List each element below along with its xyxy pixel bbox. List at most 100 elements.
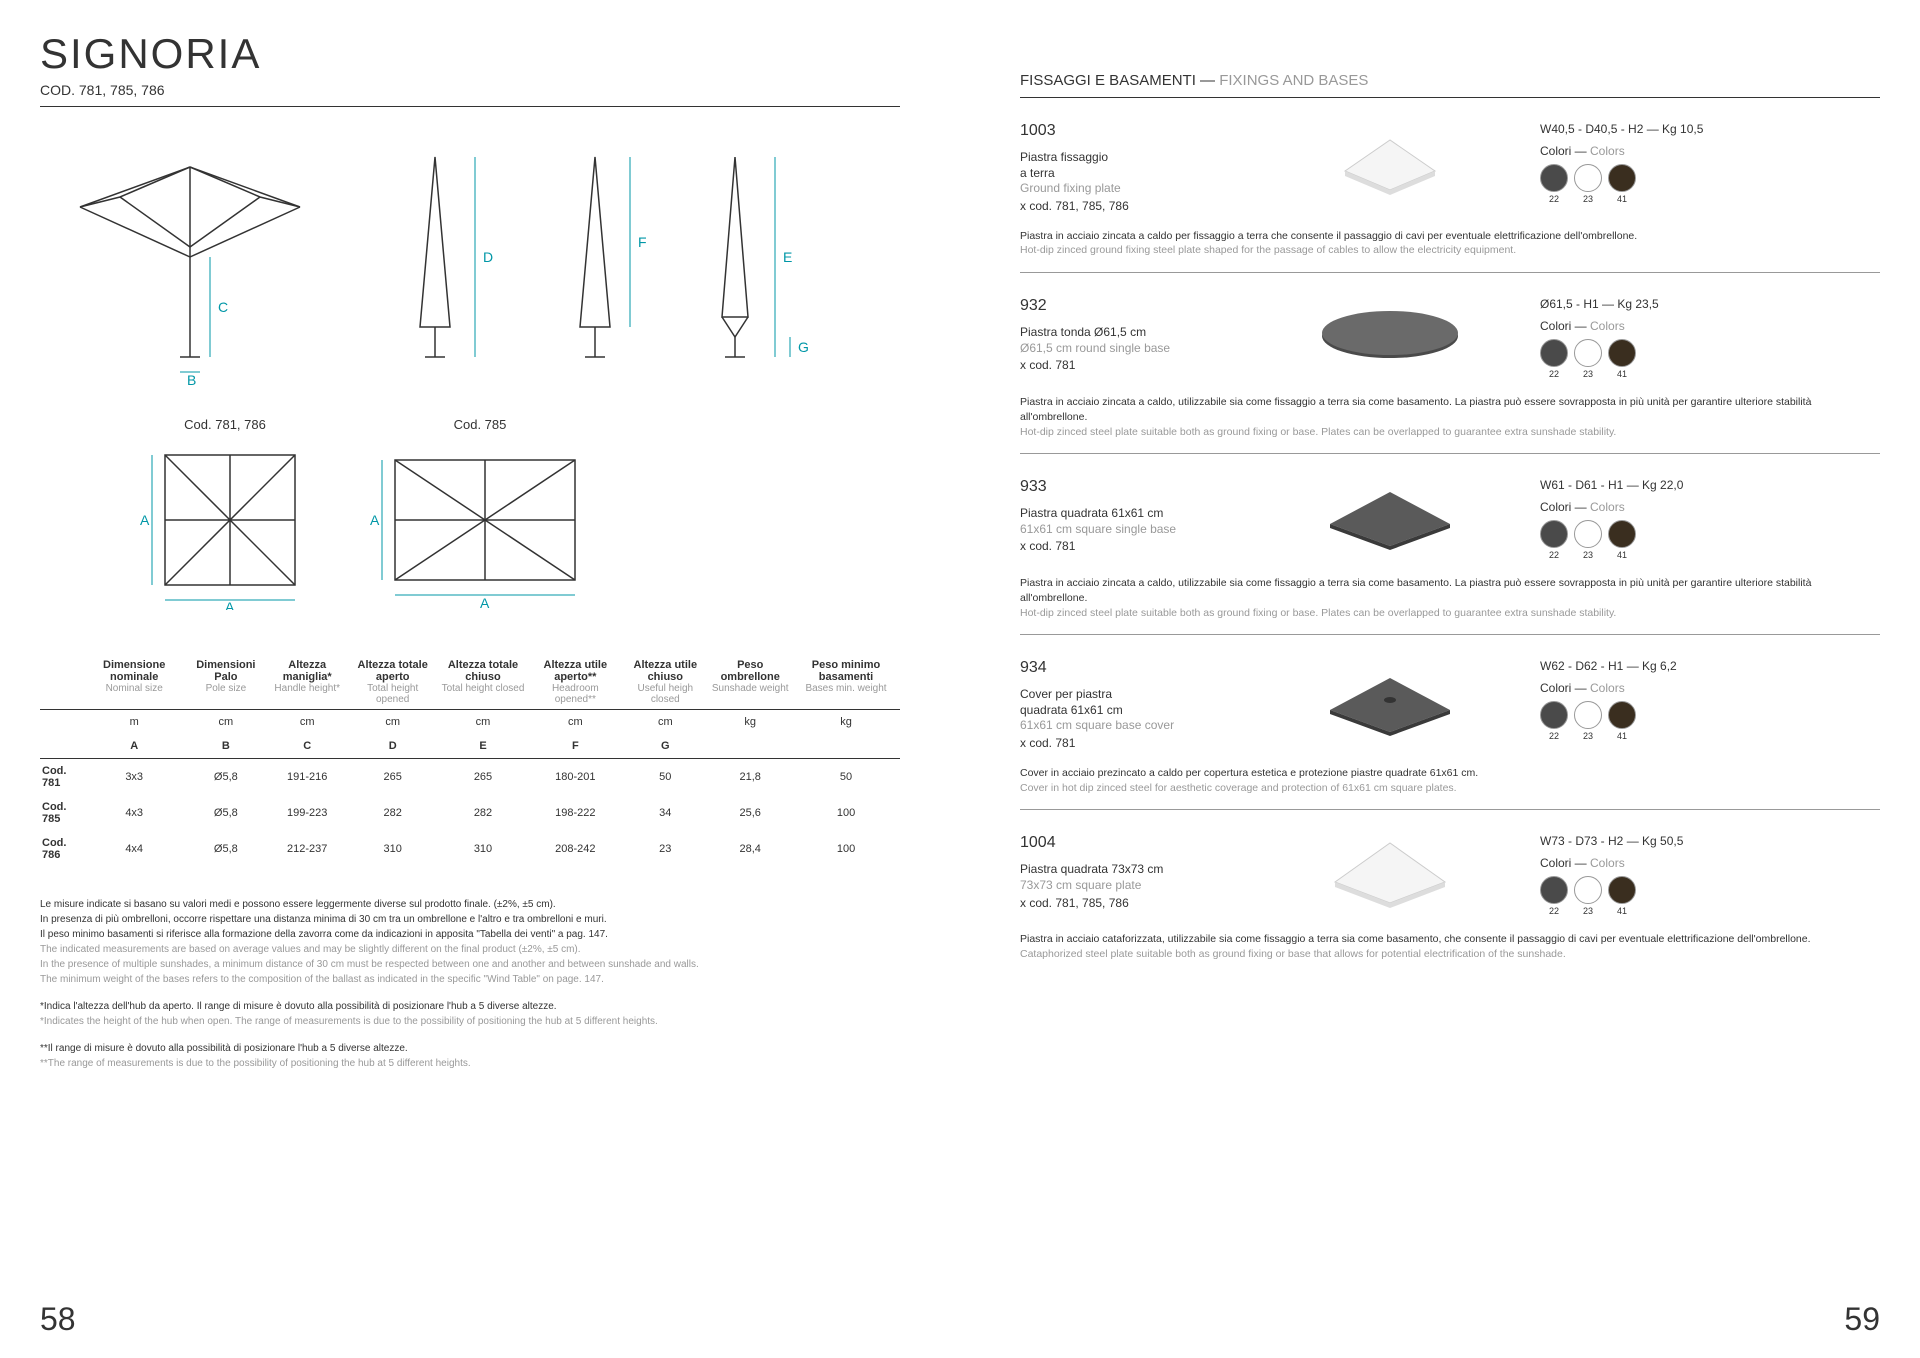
base-name-it: Piastra fissaggioa terra bbox=[1020, 150, 1240, 181]
dim-g: G bbox=[798, 339, 809, 355]
base-code: 934 bbox=[1020, 659, 1240, 677]
table-unit-cell: cm bbox=[348, 710, 438, 735]
table-cell: 310 bbox=[348, 831, 438, 867]
table-cell: 265 bbox=[348, 759, 438, 796]
table-unit-cell: cm bbox=[528, 710, 622, 735]
divider bbox=[1020, 809, 1880, 810]
base-diagram bbox=[1260, 478, 1520, 560]
table-header: Dimensione nominaleNominal size bbox=[83, 655, 185, 710]
table-cell: 265 bbox=[438, 759, 529, 796]
base-name-en: 61x61 cm square base cover bbox=[1020, 718, 1240, 734]
dim-a-bottom: A bbox=[225, 599, 235, 610]
table-letter-cell: A bbox=[83, 734, 185, 759]
table-cell: 282 bbox=[348, 795, 438, 831]
table-letters-row: ABCDEFG bbox=[40, 734, 900, 759]
page-59: FISSAGGI E BASAMENTI — FIXINGS AND BASES… bbox=[960, 0, 1920, 1358]
base-description: Cover in acciaio prezincato a caldo per … bbox=[1020, 766, 1880, 795]
table-units-row: mcmcmcmcmcmcmkgkg bbox=[40, 710, 900, 735]
title-en: FIXINGS AND BASES bbox=[1219, 72, 1368, 89]
table-cell: 4x4 bbox=[83, 831, 185, 867]
table-cell: 3x3 bbox=[83, 759, 185, 796]
colors-label: Colori — Colors bbox=[1540, 681, 1740, 695]
section-title: FISSAGGI E BASAMENTI — FIXINGS AND BASES bbox=[1020, 72, 1880, 89]
color-swatch: 22 bbox=[1540, 520, 1568, 560]
dim-a-left: A bbox=[370, 512, 380, 528]
table-cell: 34 bbox=[622, 795, 708, 831]
swatch-row: 222341 bbox=[1540, 164, 1740, 204]
table-cell: 50 bbox=[622, 759, 708, 796]
base-name-it: Piastra tonda Ø61,5 cm bbox=[1020, 325, 1240, 341]
color-swatch: 22 bbox=[1540, 701, 1568, 741]
topview-rect: Cod. 785 A A bbox=[370, 417, 590, 615]
color-swatch: 41 bbox=[1608, 520, 1636, 560]
base-name-en: 73x73 cm square plate bbox=[1020, 878, 1240, 894]
base-name-en: 61x61 cm square single base bbox=[1020, 522, 1240, 538]
dim-d: D bbox=[483, 249, 493, 265]
table-letter-cell: G bbox=[622, 734, 708, 759]
table-header: Altezza maniglia*Handle height* bbox=[267, 655, 348, 710]
table-cell: Ø5,8 bbox=[185, 831, 266, 867]
table-header: Dimensioni PaloPole size bbox=[185, 655, 266, 710]
table-unit-cell bbox=[40, 710, 83, 735]
color-swatch: 41 bbox=[1608, 876, 1636, 916]
topview-label: Cod. 785 bbox=[370, 417, 590, 432]
umbrella-closed-d: D bbox=[380, 127, 510, 387]
dim-a-left: A bbox=[140, 512, 150, 528]
table-header: Peso ombrelloneSunshade weight bbox=[708, 655, 792, 710]
dim-e: E bbox=[783, 249, 792, 265]
base-code: 932 bbox=[1020, 297, 1240, 315]
footnote: *Indica l'altezza dell'hub da aperto. Il… bbox=[40, 999, 900, 1029]
umbrella-open-drawing: C B bbox=[40, 127, 340, 387]
page-number: 59 bbox=[1844, 1301, 1880, 1338]
base-code: 1004 bbox=[1020, 834, 1240, 852]
color-swatch: 23 bbox=[1574, 164, 1602, 204]
colors-label: Colori — Colors bbox=[1540, 319, 1740, 333]
swatch-row: 222341 bbox=[1540, 701, 1740, 741]
base-diagram bbox=[1260, 122, 1520, 213]
table-cell: 100 bbox=[792, 795, 900, 831]
table-header bbox=[40, 655, 83, 710]
base-name-en: Ø61,5 cm round single base bbox=[1020, 341, 1240, 357]
base-dimensions: W73 - D73 - H2 — Kg 50,5 bbox=[1540, 834, 1740, 848]
table-header: Altezza totale chiusoTotal height closed bbox=[438, 655, 529, 710]
base-code: 1003 bbox=[1020, 122, 1240, 140]
base-item: 1004 Piastra quadrata 73x73 cm 73x73 cm … bbox=[1020, 834, 1880, 961]
spec-table: Dimensione nominaleNominal sizeDimension… bbox=[40, 655, 900, 867]
dim-f: F bbox=[638, 234, 647, 250]
topview-square: Cod. 781, 786 A A bbox=[140, 417, 310, 615]
topview-label: Cod. 781, 786 bbox=[140, 417, 310, 432]
colors-label: Colori — Colors bbox=[1540, 856, 1740, 870]
base-description: Piastra in acciaio zincata a caldo per f… bbox=[1020, 229, 1880, 258]
footnote: Le misure indicate si basano su valori m… bbox=[40, 897, 900, 987]
base-xcod: x cod. 781 bbox=[1020, 539, 1240, 553]
colors-label: Colori — Colors bbox=[1540, 500, 1740, 514]
table-cell: 191-216 bbox=[267, 759, 348, 796]
divider bbox=[1020, 97, 1880, 98]
base-diagram bbox=[1260, 297, 1520, 379]
table-letter-cell: C bbox=[267, 734, 348, 759]
base-item: 1003 Piastra fissaggioa terra Ground fix… bbox=[1020, 122, 1880, 273]
swatch-row: 222341 bbox=[1540, 520, 1740, 560]
table-unit-cell: cm bbox=[185, 710, 266, 735]
table-cell: 100 bbox=[792, 831, 900, 867]
footnote: **Il range di misure è dovuto alla possi… bbox=[40, 1041, 900, 1071]
base-item: 934 Cover per piastraquadrata 61x61 cm 6… bbox=[1020, 659, 1880, 810]
table-unit-cell: cm bbox=[267, 710, 348, 735]
table-unit-cell: kg bbox=[792, 710, 900, 735]
table-letter-cell bbox=[708, 734, 792, 759]
base-xcod: x cod. 781 bbox=[1020, 736, 1240, 750]
table-cell: 180-201 bbox=[528, 759, 622, 796]
table-row: Cod. 7864x4Ø5,8212-237310310208-2422328,… bbox=[40, 831, 900, 867]
table-row: Cod. 7854x3Ø5,8199-223282282198-2223425,… bbox=[40, 795, 900, 831]
table-letter-cell: F bbox=[528, 734, 622, 759]
table-letter-cell: D bbox=[348, 734, 438, 759]
table-unit-cell: cm bbox=[622, 710, 708, 735]
table-letter-cell bbox=[40, 734, 83, 759]
color-swatch: 41 bbox=[1608, 339, 1636, 379]
base-description: Piastra in acciaio zincata a caldo, util… bbox=[1020, 576, 1880, 620]
base-item: 932 Piastra tonda Ø61,5 cm Ø61,5 cm roun… bbox=[1020, 297, 1880, 454]
page-number: 58 bbox=[40, 1301, 76, 1338]
base-name-it: Piastra quadrata 61x61 cm bbox=[1020, 506, 1240, 522]
umbrella-closed-eg: E G bbox=[690, 127, 820, 387]
base-xcod: x cod. 781, 785, 786 bbox=[1020, 896, 1240, 910]
